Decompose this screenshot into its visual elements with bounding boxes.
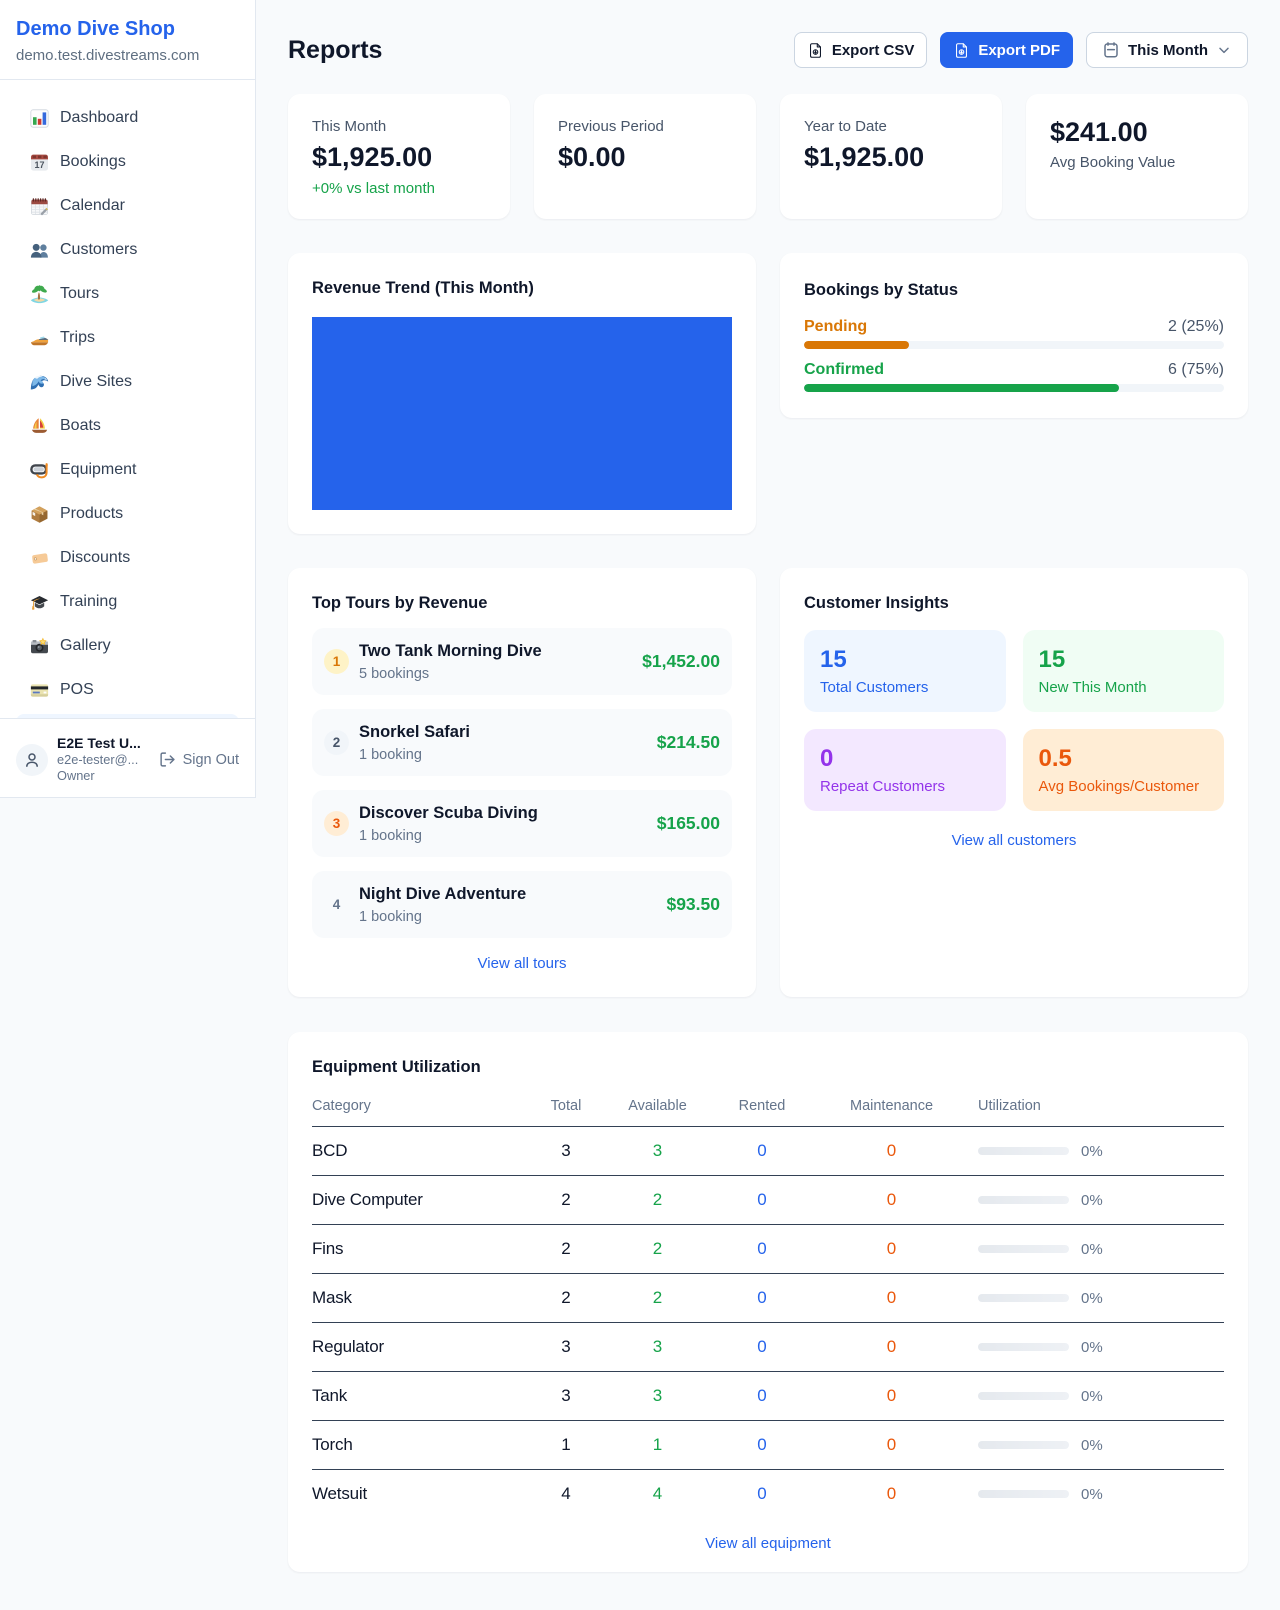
svg-text:17: 17 [34, 160, 44, 170]
